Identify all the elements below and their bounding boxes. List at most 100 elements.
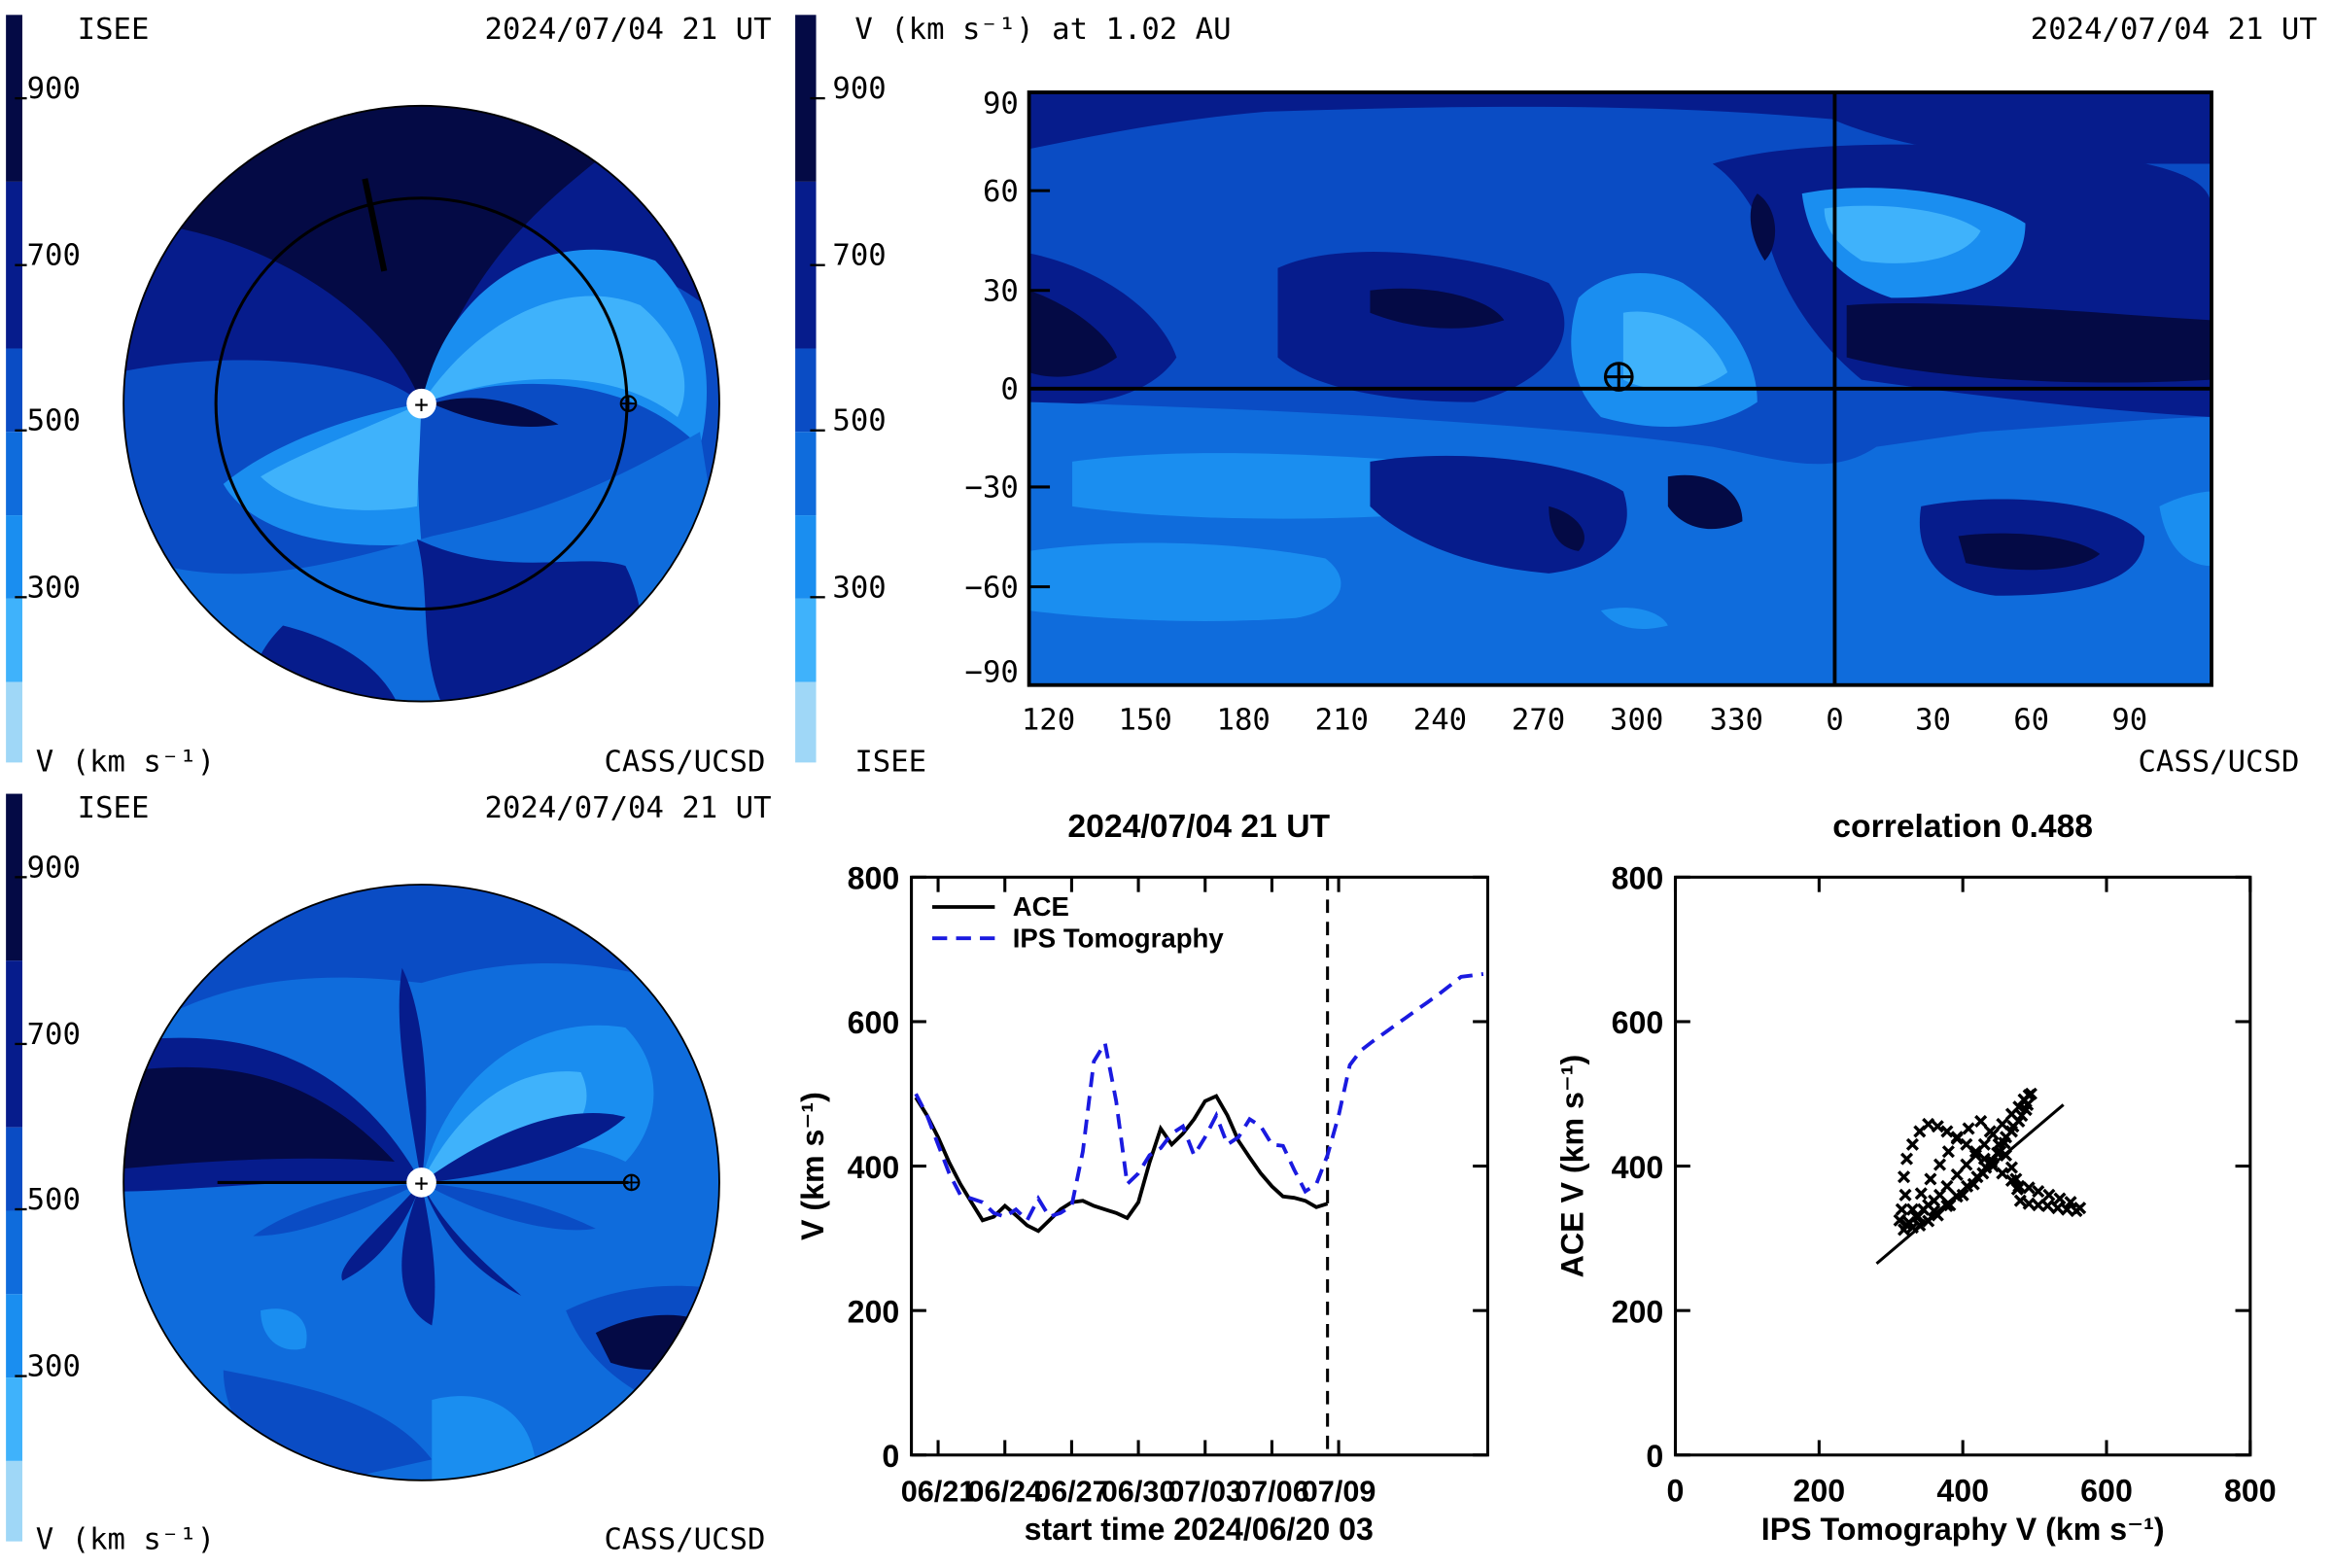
scatter-point [2015, 1108, 2029, 1123]
scatter-point [2024, 1087, 2037, 1100]
lat-tick-label: −90 [965, 656, 1019, 690]
y-tick-label: 400 [1612, 1150, 1664, 1185]
colorbar-tr [795, 15, 817, 763]
earth-marker [619, 395, 638, 412]
series-ips-line [914, 972, 1484, 1224]
scatter-point [1985, 1156, 1999, 1169]
colorbar-tl [6, 15, 22, 763]
scatter-point [1905, 1137, 1919, 1151]
panel-bottom-left: 900 700 500 300 ISEE 2024/07/04 21 UT V … [6, 791, 772, 1556]
legend: ACE IPS Tomography [932, 891, 1224, 953]
scatter-point [1962, 1122, 1975, 1135]
lon-tick-label: 90 [2111, 704, 2147, 738]
scatter-point [1967, 1177, 1980, 1191]
lon-tick-label: 0 [1826, 704, 1843, 738]
institution-label: ISEE [78, 791, 150, 825]
y-axis-label: ACE V (km s⁻¹) [1555, 1055, 1590, 1278]
x-tick-label: 200 [1793, 1473, 1846, 1508]
y-tick-label: 400 [848, 1150, 900, 1185]
lon-tick-label: 330 [1710, 704, 1763, 738]
y-tick-label: 200 [848, 1294, 900, 1329]
scatter-point [1943, 1199, 1957, 1212]
colorbar-label-900: 900 [27, 851, 81, 885]
scatter-point [1913, 1125, 1927, 1138]
lat-tick-label: 30 [983, 274, 1019, 308]
legend-ace-label: ACE [1013, 891, 1069, 922]
scatter-point [1928, 1204, 1941, 1218]
scatter-point [1924, 1172, 1937, 1186]
sun-marker [406, 388, 436, 419]
scatter-point [1893, 1213, 1906, 1227]
lon-tick-label: 150 [1118, 704, 1171, 738]
x-tick-label: 800 [2224, 1473, 2277, 1508]
lon-tick-label: 300 [1610, 704, 1663, 738]
unit-label: V (km s⁻¹) [36, 1522, 215, 1556]
scatter-point [2060, 1202, 2073, 1216]
scatter-point [1994, 1145, 2007, 1159]
institution-label: ISEE [854, 746, 926, 780]
lon-tick-label: 180 [1217, 704, 1271, 738]
y-tick-label: 0 [882, 1439, 899, 1474]
colorbar-label-300: 300 [832, 571, 886, 605]
scatter-point [1968, 1148, 1983, 1162]
scatter-point [1931, 1120, 1944, 1133]
unit-label: V (km s⁻¹) [36, 746, 215, 780]
x-tick-label: 07/03 [1167, 1475, 1242, 1508]
scatter-point [1940, 1125, 1954, 1138]
plot-frame [910, 875, 1489, 1457]
earth-marker [1603, 362, 1634, 392]
credit-label: CASS/UCSD [2138, 746, 2299, 780]
credit-label: CASS/UCSD [604, 1522, 765, 1556]
scatter-point [1911, 1210, 1925, 1224]
timestamp-label: 2024/07/04 21 UT [485, 13, 772, 47]
scatter-point [2053, 1192, 2067, 1205]
y-tick-label: 600 [1612, 1005, 1664, 1040]
scatter-point [1898, 1188, 1912, 1202]
y-tick-label: 200 [1612, 1294, 1664, 1329]
lon-tick-label: 270 [1512, 704, 1565, 738]
lon-tick-label: 120 [1022, 704, 1075, 738]
scatter-point [1933, 1158, 1947, 1171]
scatter-point [1914, 1187, 1928, 1201]
panel-top-left: 900 700 500 300 ISEE 2024/07/04 21 UT V … [6, 13, 772, 780]
colorbar-label-300: 300 [27, 1350, 81, 1384]
scatter-point [1960, 1158, 1973, 1171]
scatter-point [1922, 1214, 1935, 1228]
scatter-point [2006, 1120, 2020, 1133]
lat-tick-label: 90 [983, 87, 1019, 121]
scatter-point [2022, 1181, 2036, 1195]
plot-frame [1673, 875, 2252, 1457]
colorbar-label-500: 500 [27, 1183, 81, 1217]
scatter-point [2040, 1199, 2054, 1212]
series-ace-line [914, 1094, 1329, 1234]
lon-tick-label: 240 [1413, 704, 1467, 738]
map-title: V (km s⁻¹) at 1.02 AU [854, 13, 1231, 47]
lat-tick-label: 60 [983, 175, 1019, 209]
credit-label: CASS/UCSD [604, 746, 765, 780]
x-tick-label: 600 [2080, 1473, 2133, 1508]
scatter-point [1941, 1145, 1955, 1159]
scatter-point [2022, 1197, 2036, 1210]
scatter-point [1895, 1202, 1908, 1216]
institution-label: ISEE [78, 13, 150, 47]
x-tick-label: 06/24 [967, 1475, 1042, 1508]
scatter-point [2004, 1161, 2018, 1174]
scatter-point [1950, 1167, 1964, 1182]
colorbar-ticks-tl [15, 96, 27, 599]
x-axis-label: start time 2024/06/20 03 [1025, 1512, 1374, 1547]
chart-title: correlation 0.488 [1832, 808, 2093, 845]
scatter-point [1956, 1188, 1969, 1202]
x-tick-label: 06/30 [1101, 1475, 1176, 1508]
x-tick-label: 400 [1936, 1473, 1989, 1508]
scatter-point [2064, 1196, 2077, 1209]
x-tick-label: 07/06 [1235, 1475, 1309, 1508]
timestamp-label: 2024/07/04 21 UT [2031, 13, 2317, 47]
timestamp-label: 2024/07/04 21 UT [485, 791, 772, 825]
x-tick-label: 07/09 [1302, 1475, 1376, 1508]
lat-tick-label: −30 [965, 471, 1019, 505]
colorbar-label-500: 500 [832, 404, 886, 438]
y-axis-label: V (km s⁻¹) [795, 1092, 830, 1240]
x-tick-label: 06/27 [1034, 1475, 1109, 1508]
scatter-point [1983, 1125, 1997, 1138]
legend-ips-label: IPS Tomography [1013, 923, 1225, 953]
